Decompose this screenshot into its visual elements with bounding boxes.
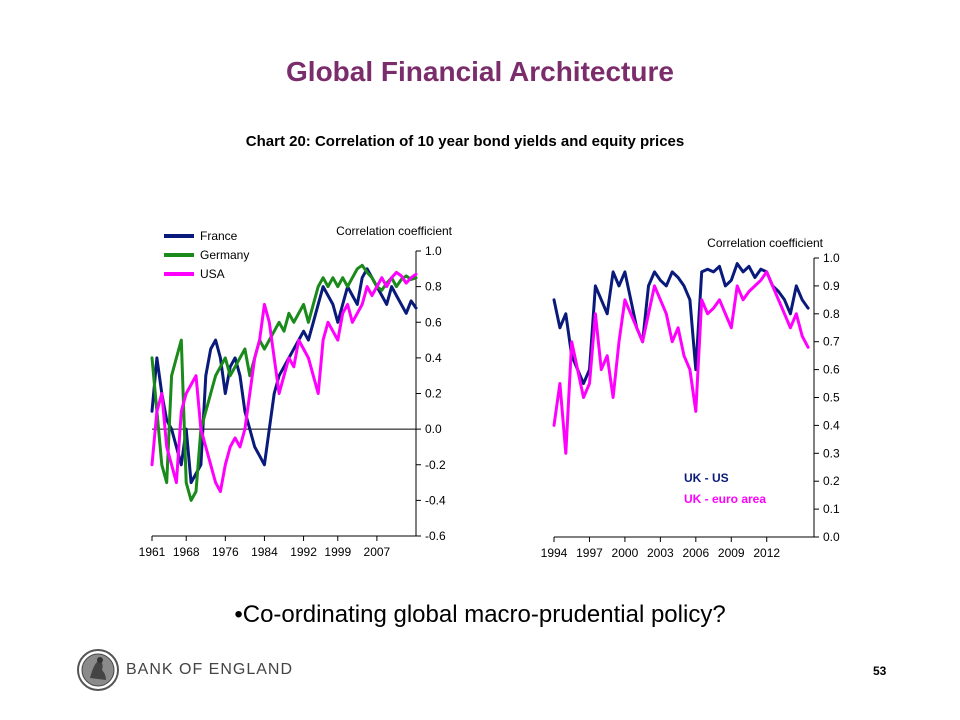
y-tick-label: 0.3 [823, 446, 840, 460]
x-tick-label: 2003 [647, 546, 674, 560]
x-tick-label: 1994 [541, 546, 568, 560]
x-tick-label: 1997 [576, 546, 603, 560]
y-tick-label: 0.8 [425, 280, 442, 294]
legend-label-france: France [200, 229, 238, 243]
x-tick-label: 1961 [139, 545, 166, 559]
x-tick-label: 2012 [753, 546, 780, 560]
y-tick-label: 0.6 [425, 315, 442, 329]
y-tick-label: 0.2 [425, 387, 442, 401]
x-tick-label: 1984 [251, 545, 278, 559]
x-tick-label: 2007 [364, 545, 391, 559]
x-tick-label: 2006 [682, 546, 709, 560]
left-correlation-chart: -0.6 -0.4 -0.2 0.0 0.2 0.4 0.6 0.8 1.0 1961 1968 19… [139, 224, 453, 559]
y-tick-label: 0.9 [823, 279, 840, 293]
legend-label-germany: Germany [200, 248, 249, 262]
x-tick-label: 1968 [173, 545, 200, 559]
bullet-point: •Co-ordinating global macro-prudential p… [234, 601, 726, 628]
page-number: 53 [873, 664, 887, 678]
y-axis-title: Correlation coefficient [336, 224, 453, 238]
legend: France Germany USA [164, 229, 249, 281]
y-tick-label: -0.4 [425, 493, 446, 507]
slide-title: Global Financial Architecture [286, 56, 674, 87]
y-tick-label: 0.0 [823, 530, 840, 544]
legend-label-uk-euro-area: UK - euro area [684, 492, 766, 506]
right-correlation-chart: 0.0 0.1 0.2 0.3 0.4 0.5 0.6 0.7 0.8 0.9 1.0 1994 199… [541, 236, 840, 560]
y-tick-label: 0.2 [823, 474, 840, 488]
logo-wordmark: BANK OF ENGLAND [126, 661, 294, 678]
x-tick-label: 2009 [718, 546, 745, 560]
chart-caption: Chart 20: Correlation of 10 year bond yi… [245, 133, 685, 150]
y-tick-label: -0.6 [425, 529, 446, 543]
legend-label-usa: USA [200, 267, 225, 281]
y-axis-title: Correlation coefficient [707, 236, 824, 250]
x-tick-label: 1999 [324, 545, 351, 559]
series-line-germany [150, 263, 418, 502]
bank-of-england-logo: BANK OF ENGLAND [76, 648, 292, 692]
legend: UK - US UK - euro area [684, 471, 766, 506]
y-tick-label: 0.6 [823, 363, 840, 377]
y-tick-label: 0.0 [425, 422, 442, 436]
britannia-seal-icon [77, 649, 119, 691]
x-tick-label: 1976 [212, 545, 239, 559]
y-tick-label: -0.2 [425, 458, 446, 472]
series-line-usa [150, 270, 418, 493]
y-tick-label: 0.1 [823, 502, 840, 516]
y-tick-label: 1.0 [823, 251, 840, 265]
y-tick-label: 0.7 [823, 335, 840, 349]
y-tick-label: 0.5 [823, 391, 840, 405]
y-tick-label: 1.0 [425, 244, 442, 258]
y-tick-label: 0.4 [823, 418, 840, 432]
legend-label-uk-us: UK - US [684, 471, 729, 485]
x-tick-label: 1992 [290, 545, 317, 559]
series-line-uk-euro-area [552, 270, 810, 455]
x-tick-label: 2000 [612, 546, 639, 560]
y-tick-label: 0.4 [425, 351, 442, 365]
y-tick-label: 0.8 [823, 307, 840, 321]
